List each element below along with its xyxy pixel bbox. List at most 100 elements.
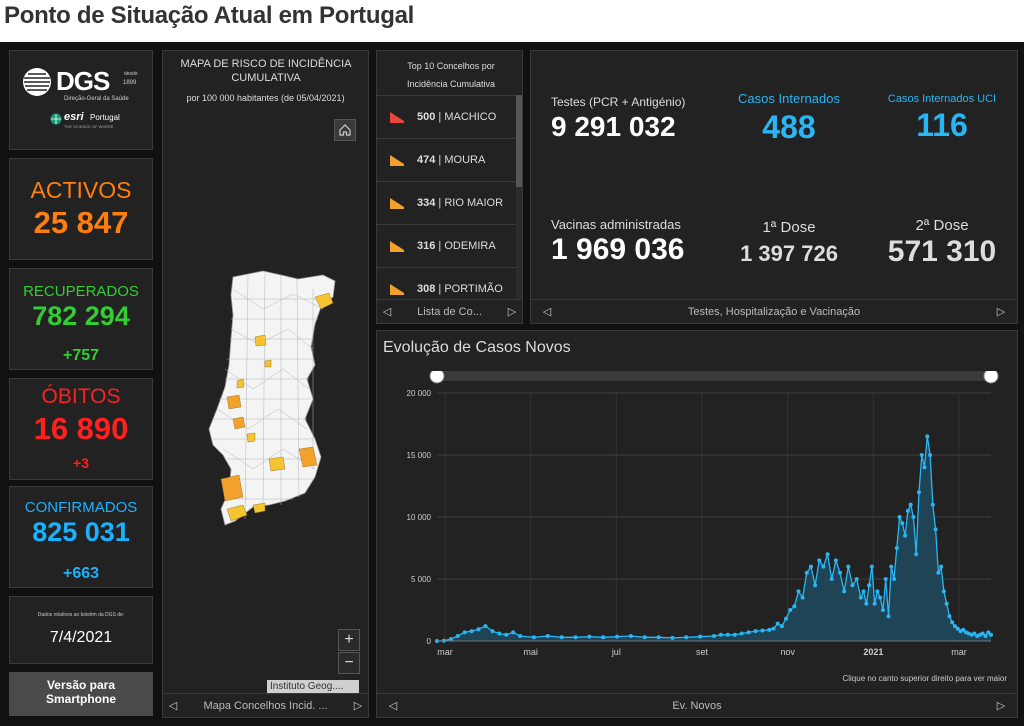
data-point bbox=[908, 502, 913, 507]
data-point bbox=[448, 637, 453, 642]
top10-item-value: 474 bbox=[417, 154, 436, 166]
recuperados-card: RECUPERADOS 782 294 +757 bbox=[9, 268, 153, 370]
data-point bbox=[601, 635, 606, 640]
map-home-button[interactable] bbox=[334, 119, 356, 141]
top10-title: Top 10 Concelhos por Incidência Cumulati… bbox=[406, 61, 496, 89]
top10-item-5[interactable]: 308 | PORTIMÃO bbox=[377, 268, 516, 300]
dashboard: DGS desde 1899 Direção-Geral da Saúde es… bbox=[0, 42, 1024, 726]
data-point bbox=[746, 630, 751, 635]
chart-note: Clique no canto superior direito para ve… bbox=[842, 674, 1007, 683]
data-point bbox=[900, 521, 905, 526]
smartphone-button[interactable]: Versão para Smartphone bbox=[9, 672, 153, 716]
data-point bbox=[753, 629, 758, 634]
chart-footer: ◁ Ev. Novos ▷ bbox=[377, 693, 1017, 717]
esri-tagline: THE SCIENCE OF WHERE bbox=[64, 124, 114, 129]
chart-prev-arrow-icon[interactable]: ◁ bbox=[388, 700, 398, 712]
top10-list: 500 | MACHICO 474 | MOURA 334 | RIO MAIO… bbox=[377, 95, 516, 300]
y-tick-label: 0 bbox=[427, 637, 432, 646]
data-point bbox=[889, 564, 894, 569]
data-point bbox=[914, 552, 919, 557]
data-point bbox=[469, 629, 474, 634]
obitos-delta: +3 bbox=[73, 455, 89, 471]
top10-item-1[interactable]: 500 | MACHICO bbox=[377, 96, 516, 139]
y-tick-label: 5 000 bbox=[411, 575, 432, 584]
top10-footer-label: Lista de Co... bbox=[417, 305, 482, 318]
data-point bbox=[875, 589, 880, 594]
obitos-label: ÓBITOS bbox=[41, 385, 121, 408]
data-point bbox=[712, 634, 716, 639]
vacinas-label: Vacinas administradas bbox=[551, 217, 681, 232]
data-point bbox=[869, 564, 874, 569]
smartphone-line1: Versão para bbox=[46, 678, 116, 692]
dose1-value: 1 397 726 bbox=[740, 241, 838, 266]
data-point bbox=[670, 635, 675, 640]
page-title: Ponto de Situação Atual em Portugal bbox=[4, 2, 414, 29]
testes-value: 9 291 032 bbox=[551, 111, 676, 142]
data-point bbox=[933, 527, 938, 532]
top10-next-arrow-icon[interactable]: ▷ bbox=[507, 306, 517, 318]
data-point bbox=[892, 577, 897, 581]
incidence-symbol-icon bbox=[390, 198, 404, 209]
data-point bbox=[928, 453, 933, 457]
top10-item-name: RIO MAIOR bbox=[444, 197, 504, 209]
stats-prev-arrow-icon[interactable]: ◁ bbox=[542, 306, 552, 318]
top10-prev-arrow-icon[interactable]: ◁ bbox=[382, 306, 392, 318]
esri-logo: esri Portugal THE SCIENCE OF WHERE bbox=[50, 111, 140, 131]
data-point bbox=[784, 616, 789, 621]
top10-item-4[interactable]: 316 | ODEMIRA bbox=[377, 225, 516, 268]
y-tick-label: 10 000 bbox=[407, 513, 432, 522]
data-point bbox=[788, 608, 793, 612]
activos-card: ACTIVOS 25 847 bbox=[9, 158, 153, 260]
top10-footer: ◁ Lista de Co... ▷ bbox=[377, 299, 522, 323]
portugal-choropleth-map[interactable] bbox=[203, 269, 343, 539]
dgs-subtitle: Direção-Geral da Saúde bbox=[64, 96, 129, 102]
stats-footer-label: Testes, Hospitalização e Vacinação bbox=[687, 305, 861, 318]
data-point bbox=[867, 583, 872, 588]
incidence-highlight-regions bbox=[220, 292, 334, 522]
data-point bbox=[922, 465, 927, 470]
x-tick-label: 2021 bbox=[863, 647, 883, 657]
top10-scrollbar-thumb[interactable] bbox=[516, 95, 522, 187]
data-point bbox=[587, 634, 592, 639]
data-point bbox=[947, 614, 952, 619]
data-point bbox=[878, 595, 883, 600]
data-point bbox=[916, 490, 921, 495]
testes-label: Testes (PCR + Antigénio) bbox=[551, 95, 686, 109]
incidence-symbol-icon bbox=[390, 155, 404, 166]
data-point bbox=[767, 627, 772, 632]
map-next-arrow-icon[interactable]: ▷ bbox=[353, 700, 363, 712]
top10-item-3[interactable]: 334 | RIO MAIOR bbox=[377, 182, 516, 225]
data-point bbox=[939, 564, 944, 569]
map-zoom-out-button[interactable]: − bbox=[338, 652, 360, 674]
uci-value: 116 bbox=[916, 107, 968, 143]
chart-title: Evolução de Casos Novos bbox=[383, 339, 571, 356]
range-handle-end[interactable] bbox=[983, 371, 999, 384]
map-zoom-in-button[interactable]: + bbox=[338, 629, 360, 651]
x-tick-label: mai bbox=[523, 647, 538, 657]
data-point bbox=[919, 453, 924, 457]
data-point bbox=[941, 589, 946, 594]
data-point bbox=[462, 630, 467, 635]
top10-item-name: MACHICO bbox=[444, 111, 497, 123]
data-point bbox=[615, 634, 620, 639]
data-point bbox=[483, 624, 488, 629]
vacinas-value: 1 969 036 bbox=[551, 233, 685, 266]
map-attribution: Instituto Geog.... bbox=[267, 680, 359, 694]
top10-item-2[interactable]: 474 | MOURA bbox=[377, 139, 516, 182]
chart-next-arrow-icon[interactable]: ▷ bbox=[996, 700, 1006, 712]
data-point bbox=[698, 634, 703, 639]
top10-scrollbar[interactable] bbox=[516, 95, 522, 299]
data-point bbox=[944, 601, 949, 606]
incidence-symbol-shape bbox=[390, 284, 404, 295]
data-point bbox=[842, 589, 847, 594]
data-point bbox=[880, 608, 885, 612]
stats-next-arrow-icon[interactable]: ▷ bbox=[996, 306, 1006, 318]
data-point bbox=[858, 595, 863, 600]
map-prev-arrow-icon[interactable]: ◁ bbox=[168, 700, 178, 712]
data-point bbox=[930, 502, 935, 507]
data-point bbox=[817, 558, 822, 563]
cases-chart[interactable]: 0 5 000 10 000 15 000 20 000 mar mai jul set nov 2… bbox=[377, 371, 1017, 687]
activos-label: ACTIVOS bbox=[30, 177, 132, 203]
data-point bbox=[760, 628, 765, 633]
range-handle-start[interactable] bbox=[429, 371, 445, 384]
